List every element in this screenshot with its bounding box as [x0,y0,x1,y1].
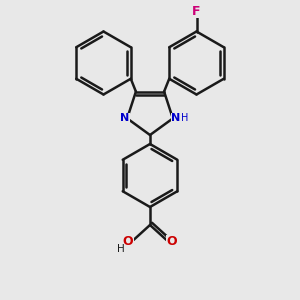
Text: N: N [120,113,129,123]
Text: H: H [181,113,188,123]
Text: H: H [117,244,124,254]
Text: O: O [123,235,134,248]
Text: O: O [167,235,177,248]
Text: F: F [192,4,201,18]
Text: N: N [171,113,181,123]
